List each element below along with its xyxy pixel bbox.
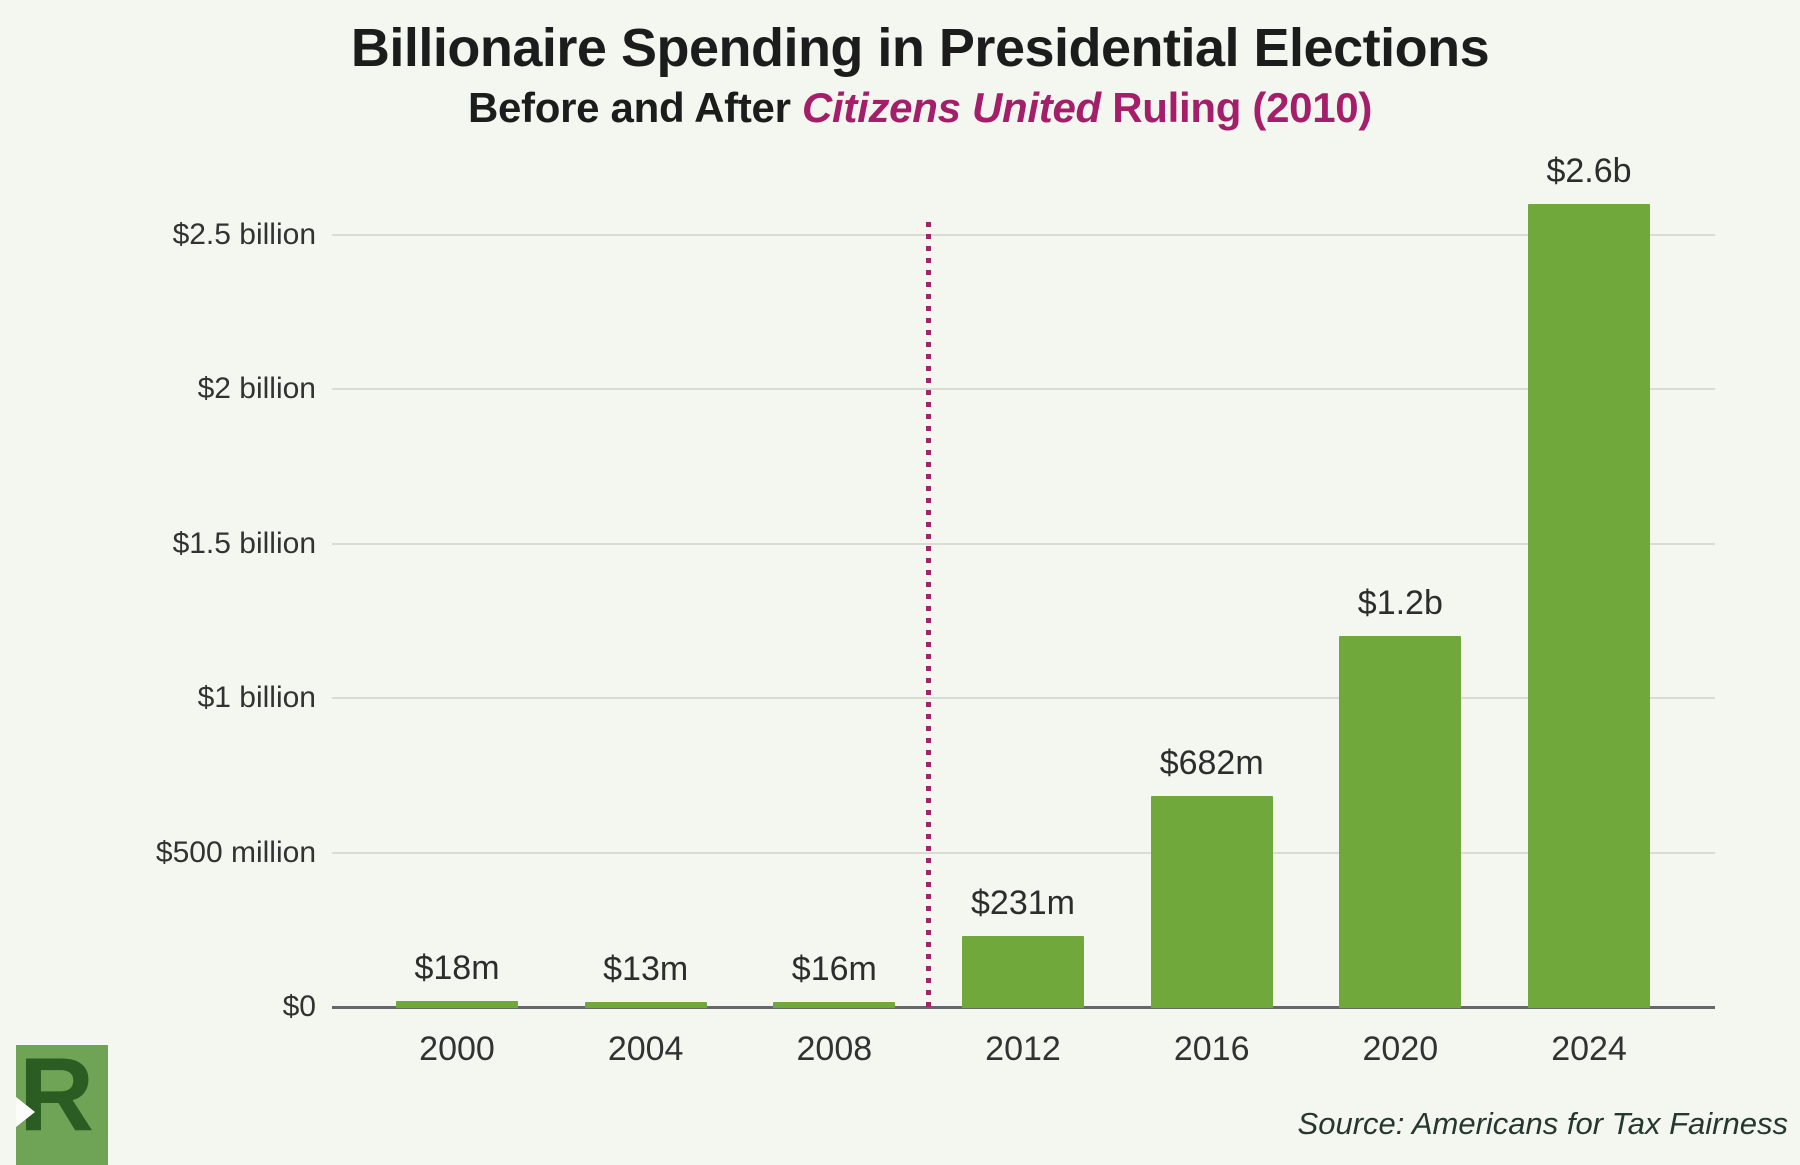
bar-value-label-2012: $231m xyxy=(971,883,1075,922)
subtitle-prefix: Before and After xyxy=(467,84,802,131)
bar-value-label-2020: $1.2b xyxy=(1357,584,1443,623)
x-axis-label-2004: 2004 xyxy=(607,1030,684,1068)
x-axis-label-2012: 2012 xyxy=(985,1030,1061,1068)
gridline-2500m xyxy=(332,234,1715,236)
gridline-1500m xyxy=(332,542,1715,545)
citizens-united-ruling-line xyxy=(925,222,931,1007)
source-credit: Source: Americans for Tax Fairness xyxy=(1297,1106,1788,1141)
y-tick-label: $1.5 billion xyxy=(172,526,316,560)
x-axis-label-2024: 2024 xyxy=(1551,1030,1627,1068)
y-tick-label: $2 billion xyxy=(197,372,316,406)
bar-value-label-2000: $18m xyxy=(414,949,500,988)
bar-2024 xyxy=(1528,204,1651,1008)
logo-notch-shape xyxy=(16,1097,35,1127)
x-axis-label-2000: 2000 xyxy=(419,1030,495,1068)
chart-subtitle: Before and After Citizens United Ruling … xyxy=(0,84,1800,132)
subtitle-suffix: Ruling (2010) xyxy=(1100,84,1373,131)
subtitle-case-name: Citizens United xyxy=(802,84,1101,131)
x-axis-label-2008: 2008 xyxy=(796,1030,873,1068)
bar-2000 xyxy=(396,1001,518,1008)
bar-2008 xyxy=(773,1002,896,1008)
bar-2004 xyxy=(584,1002,707,1008)
bar-2020 xyxy=(1339,636,1462,1008)
bar-value-label-2024: $2.6b xyxy=(1546,152,1632,191)
gridline-1000m xyxy=(332,697,1715,700)
bar-value-label-2004: $13m xyxy=(603,950,689,988)
logo: R xyxy=(16,1045,108,1165)
y-tick-label: $500 million xyxy=(155,835,316,869)
bar-value-label-2016: $682m xyxy=(1159,744,1264,783)
bar-2016 xyxy=(1150,796,1273,1008)
chart-title: Billionaire Spending in Presidential Ele… xyxy=(350,18,1490,78)
bar-value-label-2008: $16m xyxy=(791,950,877,988)
x-axis-label-2016: 2016 xyxy=(1173,1030,1250,1068)
x-axis-label-2020: 2020 xyxy=(1362,1030,1439,1068)
gridline-2000m xyxy=(332,388,1715,391)
gridline-500m xyxy=(332,851,1715,854)
y-tick-label: $1 billion xyxy=(197,681,316,715)
y-tick-label: $0 xyxy=(282,990,316,1023)
y-tick-label: $2.5 billion xyxy=(172,218,316,251)
bar-2012 xyxy=(962,935,1084,1008)
